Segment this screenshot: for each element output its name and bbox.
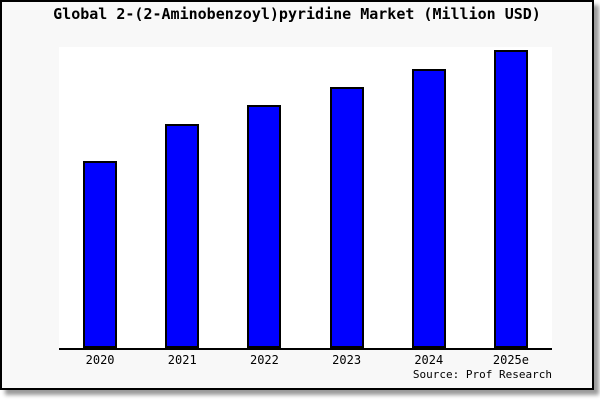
bar-2020 xyxy=(83,161,118,348)
bar-2023 xyxy=(329,87,364,348)
bar-column-2022 xyxy=(223,47,305,348)
bar-column-2020 xyxy=(59,47,141,348)
bar-2022 xyxy=(247,105,282,348)
bar-2025e xyxy=(493,50,528,348)
x-tick-label-2025e: 2025e xyxy=(492,353,529,367)
chart-window: Global 2-(2-Aminobenzoyl)pyridine Market… xyxy=(0,0,594,390)
bar-column-2021 xyxy=(141,47,223,348)
plot-area xyxy=(59,47,552,350)
x-tick-label-2023: 2023 xyxy=(332,353,362,367)
x-tick-label-2021: 2021 xyxy=(167,353,197,367)
x-tick-label-2022: 2022 xyxy=(249,353,279,367)
bar-column-2024 xyxy=(388,47,470,348)
bar-column-2025e xyxy=(470,47,552,348)
x-tick-label-2024: 2024 xyxy=(414,353,444,367)
bars-container xyxy=(59,47,552,348)
x-tick-label-2020: 2020 xyxy=(85,353,115,367)
chart-title: Global 2-(2-Aminobenzoyl)pyridine Market… xyxy=(53,5,541,23)
source-credit: Source: Prof Research xyxy=(412,368,552,381)
bar-2021 xyxy=(165,124,200,348)
bar-2024 xyxy=(411,69,446,348)
x-axis-labels: 2020 2021 2022 2023 2024 2025e xyxy=(59,353,552,367)
bar-column-2023 xyxy=(306,47,388,348)
